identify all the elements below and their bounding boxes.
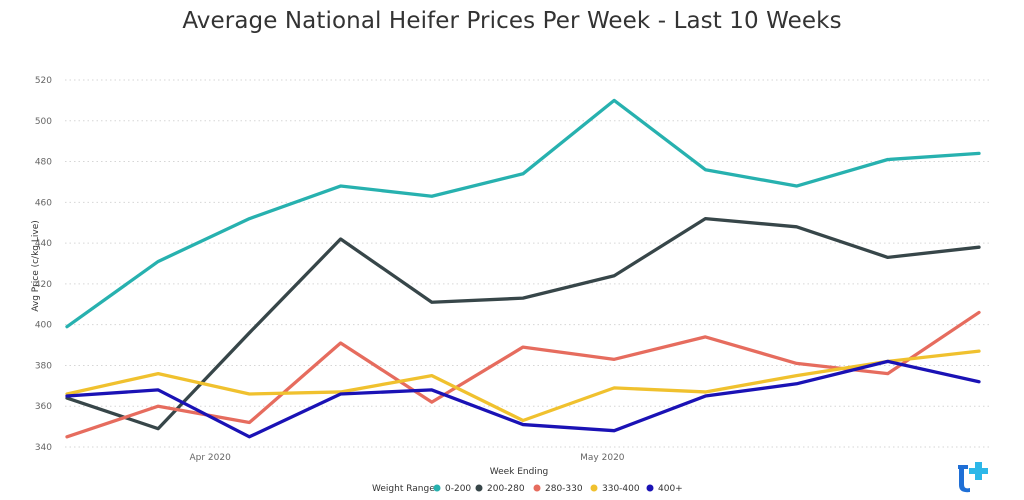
series-lines — [65, 98, 981, 439]
x-tick-label-1: May 2020 — [580, 453, 625, 463]
legend-label-400plus: 400+ — [658, 484, 683, 494]
logo-mark-left — [958, 465, 970, 493]
legend-label-0-200: 0-200 — [445, 484, 471, 494]
legend-marker-400plus — [646, 484, 654, 492]
y-tick-label-340: 340 — [35, 443, 52, 453]
series-line-330-400 — [65, 349, 981, 423]
y-axis-ticks: 340 360 380 400 420 440 460 480 500 520 — [35, 76, 52, 453]
y-tick-label-360: 360 — [35, 402, 52, 412]
logo-mark-right — [969, 462, 988, 480]
brand-logo — [958, 462, 988, 493]
series-line-400plus — [65, 359, 981, 439]
y-tick-label-440: 440 — [35, 239, 52, 249]
y-tick-label-460: 460 — [35, 198, 52, 208]
y-tick-label-400: 400 — [35, 321, 52, 331]
chart-title: Average National Heifer Prices Per Week … — [182, 8, 842, 34]
x-tick-label-0: Apr 2020 — [190, 453, 232, 463]
legend-marker-280-330 — [533, 484, 541, 492]
legend-title: Weight Range — [372, 484, 435, 494]
y-tick-label-520: 520 — [35, 76, 52, 86]
legend-marker-330-400 — [590, 484, 598, 492]
y-tick-label-480: 480 — [35, 158, 52, 168]
gridlines — [65, 79, 992, 448]
legend: Weight Range 0-200 200-280 280-330 330-400 40… — [372, 484, 683, 494]
legend-label-200-280: 200-280 — [487, 484, 525, 494]
x-axis-ticks: Apr 2020 May 2020 — [190, 453, 625, 463]
series-line-280-330 — [65, 310, 981, 439]
y-tick-label-380: 380 — [35, 361, 52, 371]
x-axis-label: Week Ending — [490, 467, 549, 477]
series-line-200-280 — [65, 216, 981, 431]
legend-marker-200-280 — [475, 484, 483, 492]
y-tick-label-420: 420 — [35, 280, 52, 290]
legend-marker-0-200 — [433, 484, 441, 492]
legend-label-280-330: 280-330 — [545, 484, 583, 494]
series-line-0-200 — [65, 98, 981, 329]
y-axis-label: Avg Price (c/kg Live) — [31, 220, 41, 312]
legend-label-330-400: 330-400 — [602, 484, 640, 494]
y-tick-label-500: 500 — [35, 117, 52, 127]
